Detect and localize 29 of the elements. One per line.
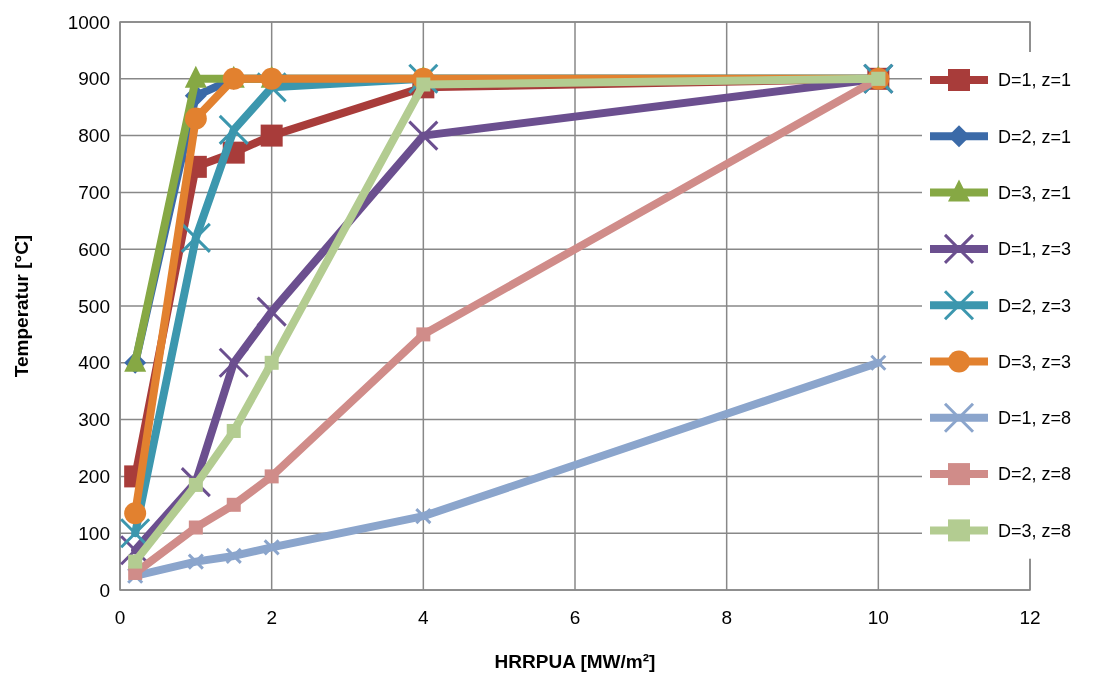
legend-label: D=2, z=3 <box>998 295 1072 316</box>
y-tick-label: 100 <box>78 522 110 544</box>
legend-label: D=1, z=1 <box>998 70 1072 91</box>
y-tick-label: 600 <box>78 238 110 260</box>
legend-label: D=1, z=3 <box>998 239 1072 260</box>
y-tick-label: 700 <box>78 182 110 204</box>
legend-label: D=1, z=8 <box>998 408 1072 429</box>
legend-label: D=3, z=1 <box>998 182 1072 203</box>
x-tick-label: 4 <box>418 607 430 628</box>
legend-label: D=3, z=8 <box>998 520 1072 541</box>
y-tick-label: 800 <box>78 125 110 147</box>
y-tick-label: 500 <box>78 295 110 317</box>
legend-label: D=3, z=3 <box>998 351 1072 372</box>
y-tick-label: 400 <box>78 352 110 374</box>
x-tick-label: 0 <box>114 607 126 628</box>
y-tick-label: 900 <box>78 68 110 90</box>
x-tick-label: 6 <box>569 607 581 628</box>
x-tick-label: 12 <box>1019 607 1041 628</box>
x-axis-title: HRRPUA [MW/m²] <box>494 651 656 672</box>
x-tick-label: 2 <box>266 607 277 628</box>
x-tick-label: 10 <box>867 607 889 628</box>
x-tick-label: 8 <box>721 607 732 628</box>
y-axis-title: Temperatur [°C] <box>11 234 32 378</box>
y-tick-label: 1000 <box>67 11 110 33</box>
legend-label: D=2, z=1 <box>998 126 1072 147</box>
legend-label: D=2, z=8 <box>998 464 1072 485</box>
y-tick-label: 200 <box>78 466 110 488</box>
y-tick-label: 0 <box>99 579 110 601</box>
y-tick-label: 300 <box>78 409 110 431</box>
